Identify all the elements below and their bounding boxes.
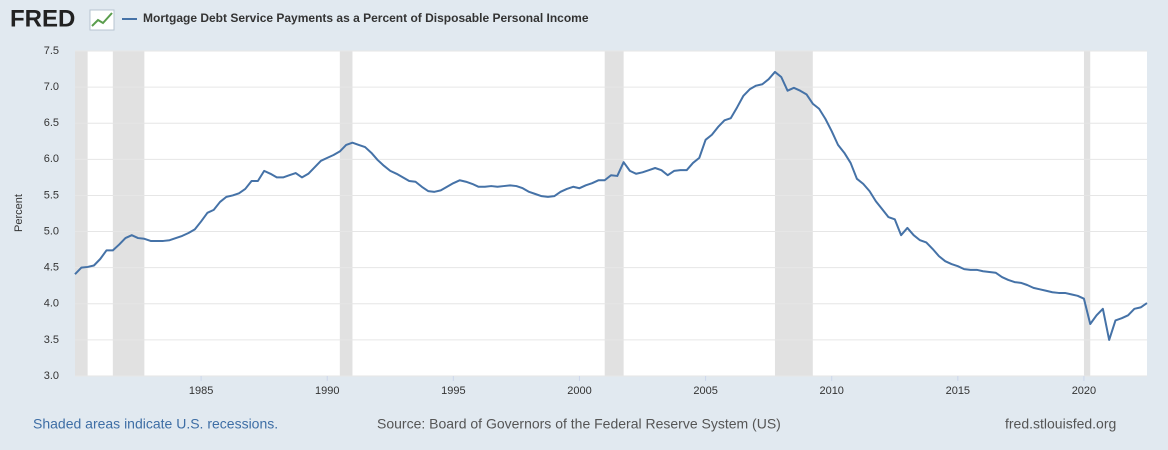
recession-band: [112, 51, 145, 376]
source: Source: Board of Governors of the Federa…: [377, 416, 781, 432]
y-tick-label: 4.0: [44, 298, 59, 310]
legend-label: Mortgage Debt Service Payments as a Perc…: [143, 11, 589, 25]
recession-note[interactable]: Shaded areas indicate U.S. recessions.: [33, 416, 278, 432]
x-tick-label: 2000: [567, 385, 591, 397]
recession-band: [774, 51, 813, 376]
logo-icon: [89, 9, 115, 31]
site-link[interactable]: fred.stlouisfed.org: [1005, 416, 1116, 432]
y-tick-label: 5.5: [44, 189, 59, 201]
x-tick-label: 2005: [693, 385, 717, 397]
recession-band: [604, 51, 624, 376]
y-axis-label: Percent: [13, 194, 25, 232]
y-tick-label: 3.0: [44, 370, 59, 382]
brand-logo[interactable]: FRED: [10, 5, 75, 32]
y-tick-label: 6.5: [44, 117, 59, 129]
x-tick-label: 2010: [819, 385, 843, 397]
series-line: [74, 70, 1148, 341]
y-tick-label: 7.0: [44, 81, 59, 93]
x-tick-label: 2015: [946, 385, 970, 397]
x-tick-label: 1995: [441, 385, 465, 397]
recession-band: [339, 51, 353, 376]
y-tick-label: 7.5: [44, 45, 59, 57]
recession-band: [75, 51, 88, 376]
y-tick-label: 4.5: [44, 262, 59, 274]
x-tick-label: 2020: [1072, 385, 1096, 397]
x-tick-label: 1990: [315, 385, 339, 397]
y-tick-label: 5.0: [44, 225, 59, 237]
y-tick-label: 6.0: [44, 153, 59, 165]
y-tick-label: 3.5: [44, 334, 59, 346]
recession-band: [1083, 51, 1091, 376]
x-tick-label: 1985: [189, 385, 213, 397]
